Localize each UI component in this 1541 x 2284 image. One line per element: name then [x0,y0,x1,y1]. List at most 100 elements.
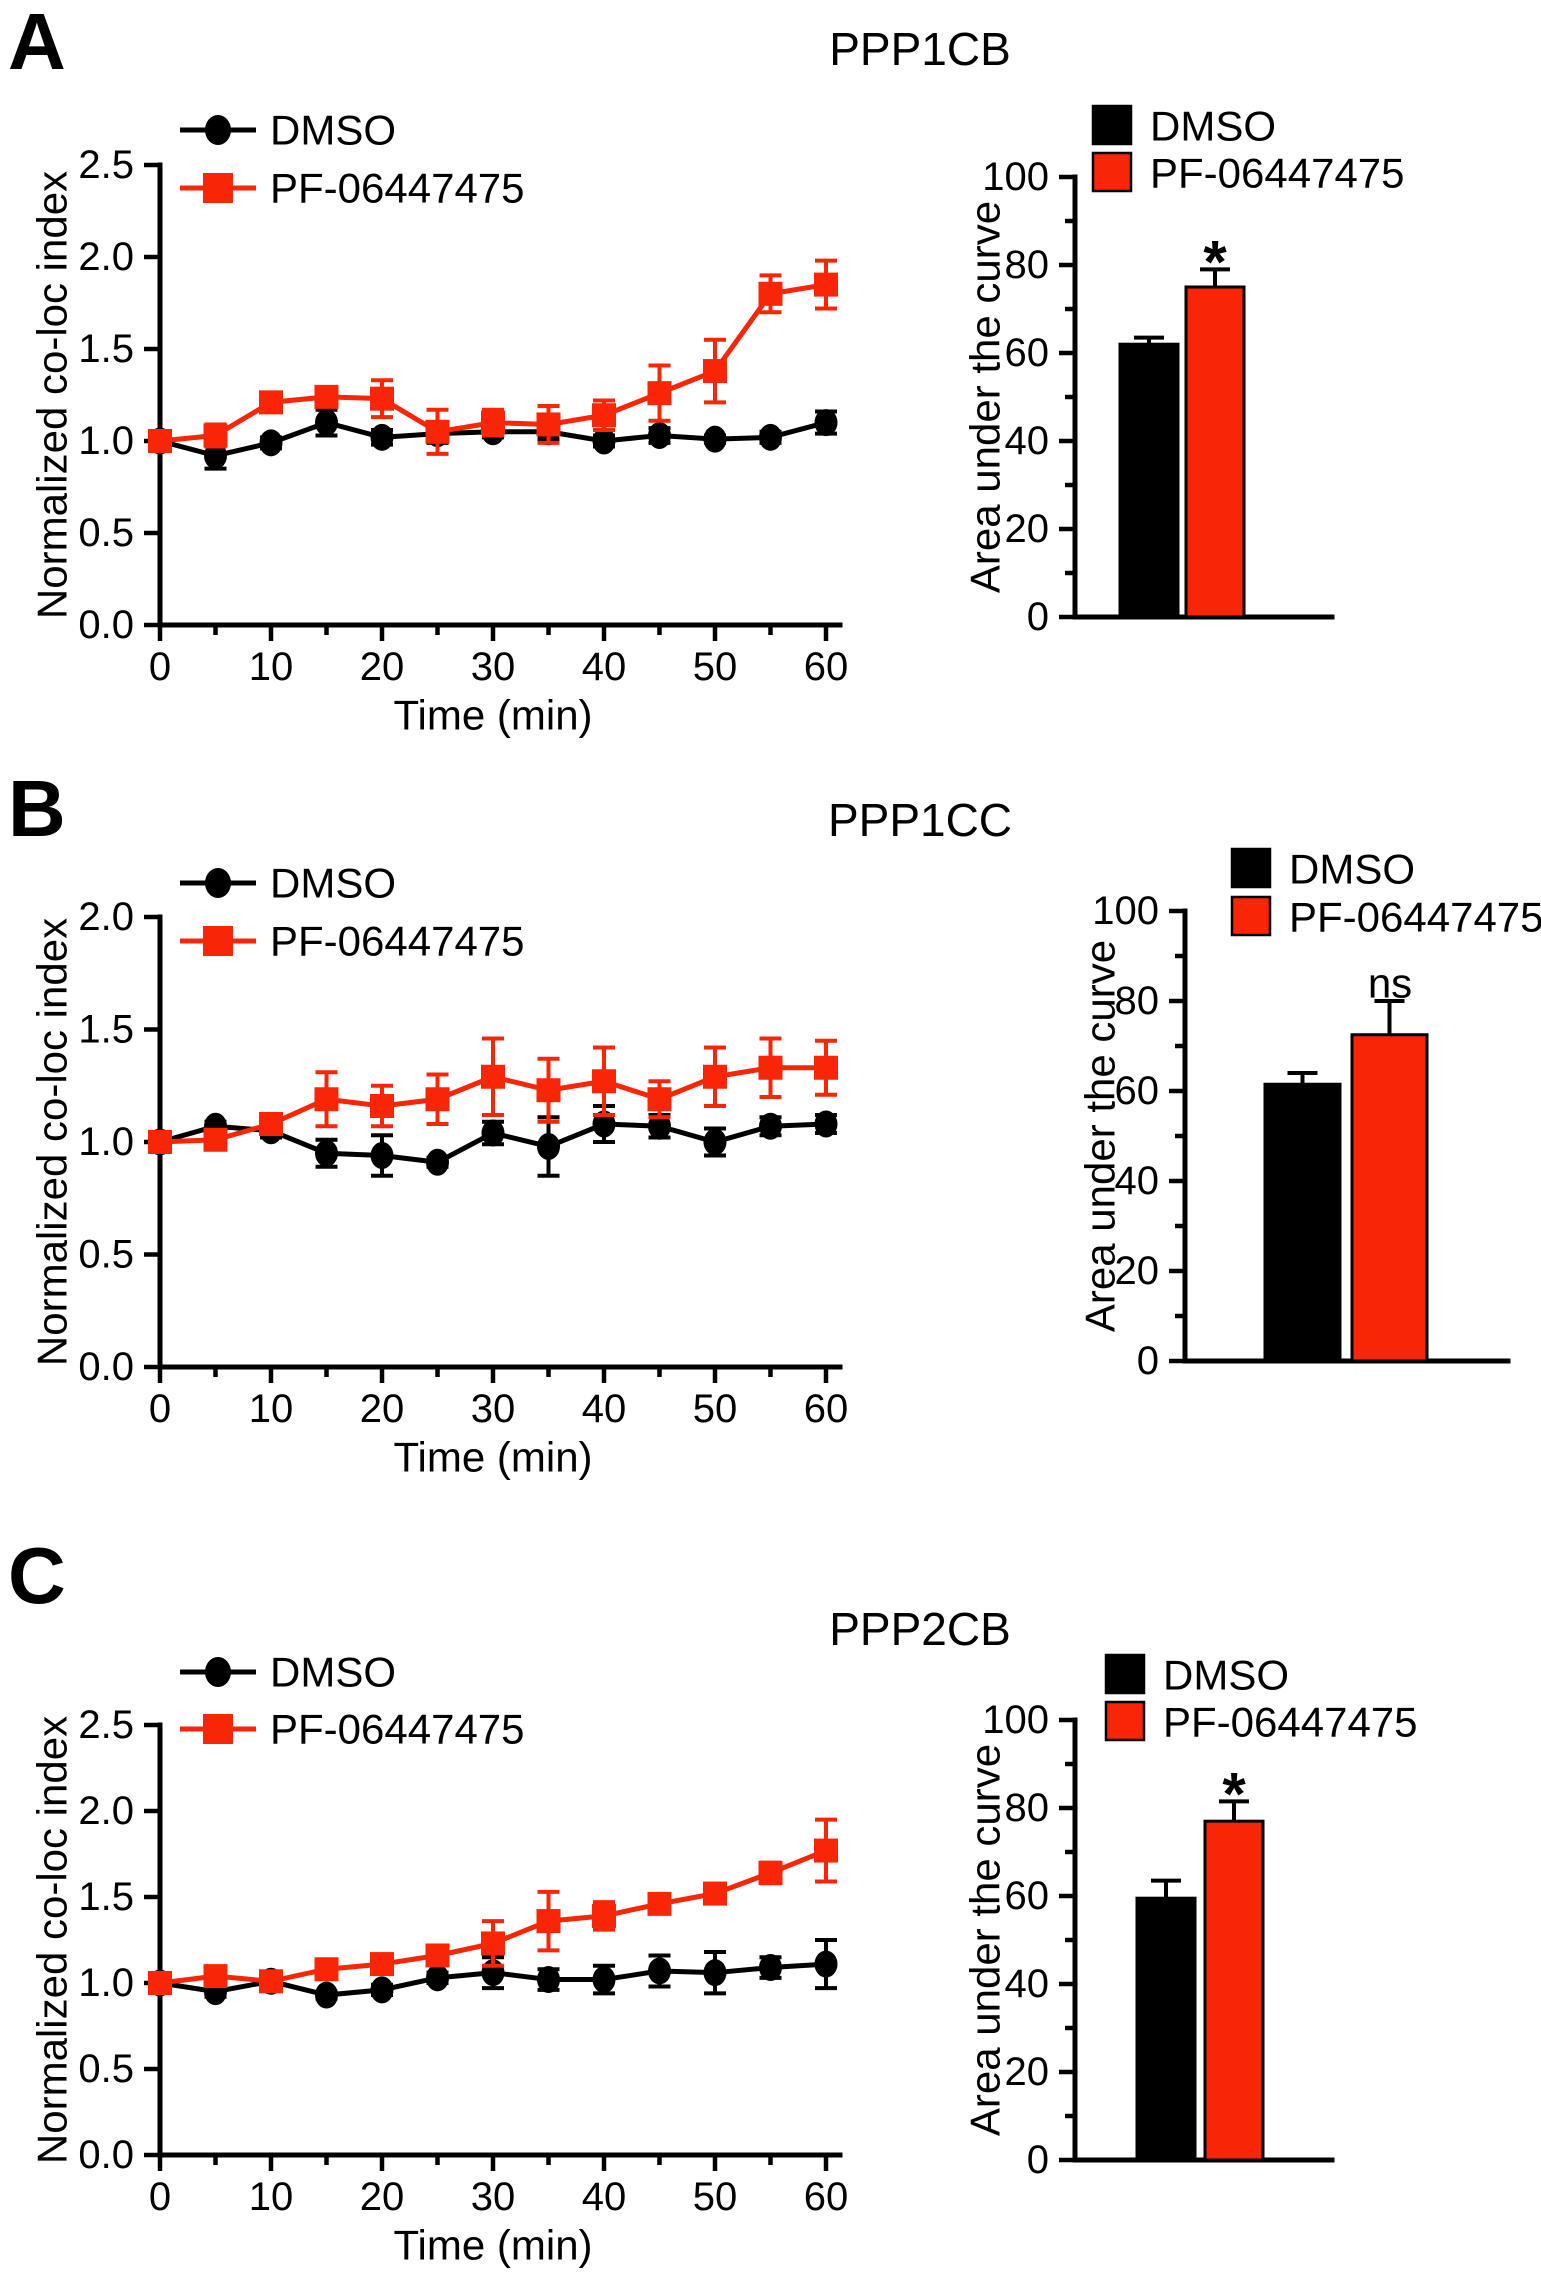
x-tick-label: 0 [149,645,171,689]
y-tick-label: 2.0 [78,1789,134,1833]
data-point-DMSO [759,1112,782,1140]
square-legend-icon [203,926,233,956]
data-point-DMSO [537,1133,560,1160]
data-point-PF-06447475 [425,1087,450,1112]
y-tick-label: 2.0 [78,235,134,279]
legend-label: PF-06447475 [270,1706,525,1753]
y-tick-label: 1.5 [78,327,134,371]
y-tick-label: 2.5 [78,1703,134,1747]
panel-b: B PPP1CC 0.0 0.5 1.0 1.5 2.0 0 10 20 30 40 50 60 Tim… [0,761,1541,1522]
x-tick-label: 0 [149,2175,171,2219]
x-tick-label: 50 [693,1387,738,1431]
x-tick-label: 20 [360,645,405,689]
data-point-DMSO [703,425,727,453]
bar-y-tick-label: 60 [1005,1874,1050,1918]
y-axis-label: Normalized co-loc index [29,1716,76,2164]
x-tick-label: 60 [804,2175,849,2219]
legend-label: DMSO [270,860,396,907]
data-point-DMSO [481,1119,505,1147]
y-tick-label: 1.0 [78,1120,134,1164]
data-point-PF-06447475 [314,1957,339,1982]
y-tick-label: 0.0 [78,2133,134,2177]
square-legend-icon [203,173,233,203]
y-tick-label: 0.5 [78,2047,134,2091]
data-point-PF-06447475 [814,1055,838,1080]
data-point-PF-06447475 [703,1881,727,1906]
data-point-PF-06447475 [592,1069,616,1094]
panel-title-b: PPP1CC [827,794,1013,846]
data-point-PF-06447475 [481,410,505,435]
data-point-PF-06447475 [314,384,339,409]
y-axis-label: Normalized co-loc index [29,918,76,1366]
data-point-DMSO [759,1954,782,1982]
panel-c-charts: 0.0 0.5 1.0 1.5 2.0 2.5 0 10 20 30 40 50 60 Time (min… [29,1649,1418,2269]
data-point-DMSO [592,1966,616,1994]
bar-y-tick-label: 60 [1115,1069,1160,1113]
bar-y-axis-label: Area under the curve [962,201,1009,593]
data-point-DMSO [814,1110,838,1138]
x-tick-label: 40 [582,645,627,689]
x-tick-label: 30 [471,645,516,689]
data-point-DMSO [814,409,838,437]
x-tick-label: 20 [360,1387,405,1431]
data-point-PF-06447475 [814,1838,838,1863]
circle-legend-icon [205,1657,231,1687]
bar-legend-label: DMSO [1289,846,1415,893]
data-point-PF-06447475 [370,1952,394,1977]
data-point-DMSO [759,423,782,451]
data-point-DMSO [370,423,394,451]
data-point-PF-06447475 [314,1087,339,1112]
bar-PF-06447475 [1184,285,1246,619]
bar-legend-swatch [1230,847,1272,889]
y-axis-label: Normalized co-loc index [29,171,76,619]
x-axis-label: Time (min) [393,1434,592,1481]
data-point-DMSO [648,421,671,449]
data-point-DMSO [592,427,616,455]
x-tick-label: 60 [804,1387,849,1431]
panel-letter-b: B [8,764,66,853]
y-tick-label: 1.5 [78,1875,134,1919]
bar-y-tick-label: 40 [1005,419,1050,463]
bar-y-tick-label: 40 [1005,1962,1050,2006]
x-tick-label: 50 [693,645,738,689]
data-point-PF-06447475 [536,412,561,437]
bar-y-tick-label: 20 [1005,507,1050,551]
x-tick-label: 20 [360,2175,405,2219]
data-point-PF-06447475 [259,390,283,415]
bar-y-tick-label: 0 [1027,595,1049,639]
bar-y-tick-label: 80 [1005,1786,1050,1830]
bar-y-tick-label: 20 [1115,1249,1160,1293]
data-point-PF-06447475 [758,1860,783,1885]
x-tick-label: 50 [693,2175,738,2219]
data-point-PF-06447475 [203,1964,228,1989]
data-point-DMSO [370,1142,394,1169]
bar-PF-06447475 [1350,1033,1429,1363]
bar-y-tick-label: 0 [1137,1339,1159,1383]
panel-title-c: PPP2CB [829,1603,1011,1655]
data-point-PF-06447475 [259,1969,283,1994]
x-tick-label: 30 [471,2175,516,2219]
data-point-PF-06447475 [425,419,450,444]
legend-label: DMSO [270,107,396,154]
data-point-DMSO [204,442,227,470]
data-point-PF-06447475 [536,1078,561,1103]
bar-PF-06447475 [1203,1819,1265,2162]
panel-a: A PPP1CB 0.0 0.5 1.0 1.5 2.0 2.5 0 10 20 30 40 50 60… [0,0,1541,761]
bar-legend-swatch [1104,1653,1146,1695]
y-tick-label: 0.5 [78,511,134,555]
data-point-DMSO [537,1966,560,1994]
bar-legend-label: PF-06447475 [1289,894,1541,941]
legend-label: PF-06447475 [270,165,525,212]
x-tick-label: 40 [582,2175,627,2219]
data-point-PF-06447475 [148,1130,172,1154]
data-point-DMSO [648,1112,671,1140]
y-tick-label: 0.0 [78,603,134,647]
data-point-DMSO [703,1128,727,1156]
data-point-DMSO [426,1964,449,1992]
bar-legend-swatch [1104,1700,1146,1742]
square-legend-icon [203,1714,233,1744]
data-point-PF-06447475 [647,1087,672,1112]
x-tick-label: 60 [804,645,849,689]
data-point-PF-06447475 [425,1943,450,1968]
bar-legend-label: DMSO [1163,1652,1289,1699]
